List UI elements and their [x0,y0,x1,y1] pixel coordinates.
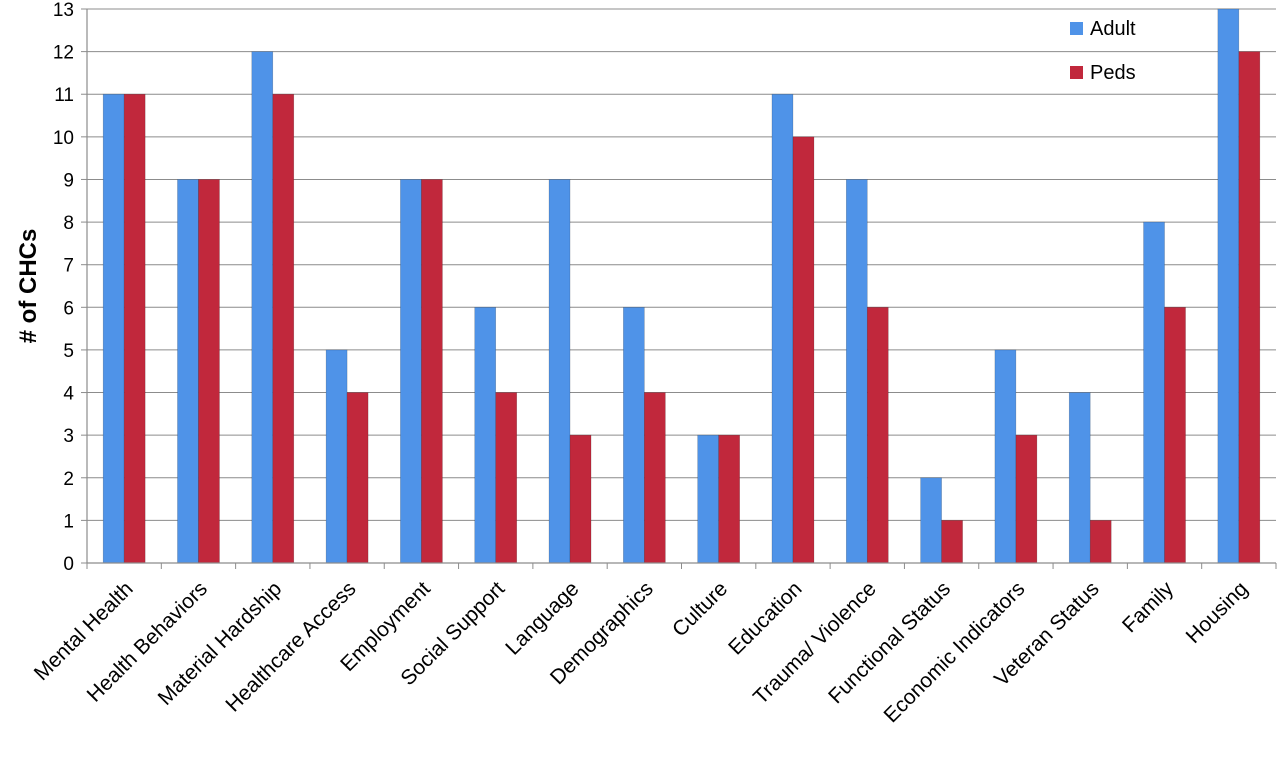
y-tick-label: 1 [63,511,74,532]
bar-peds-housing [1238,51,1261,564]
y-tick-label: 11 [54,85,74,106]
bar-peds-demographics [644,392,666,564]
bar-peds-healthcare-access [346,392,369,564]
bar-adult-housing [1217,8,1240,564]
legend-swatch-peds [1070,66,1083,79]
bar-adult-culture [697,434,719,564]
bar-peds-culture [718,434,740,564]
y-tick-label: 12 [53,43,74,64]
bar-adult-material-hardship [251,51,274,564]
bar-peds-functional-status [941,520,963,564]
bars [102,8,1261,564]
legend-label-peds: Peds [1090,62,1136,84]
bar-adult-veteran-status [1068,392,1091,564]
bar-peds-language [569,434,592,564]
x-tick-label: Material Hardship [154,577,287,710]
bar-peds-social-support [495,392,518,564]
x-tick-label: Culture [668,577,732,641]
y-tick-label: 7 [63,256,74,277]
y-tick-label: 3 [63,426,74,447]
bar-adult-demographics [623,307,645,564]
y-tick-label: 2 [63,469,74,490]
bar-adult-health-behaviors [177,179,199,564]
bar-peds-mental-health [123,93,146,564]
legend: Adult Peds [1070,18,1136,84]
x-tick-label: Economic Indicators [879,577,1029,727]
bar-adult-family [1143,221,1165,564]
legend-label-adult: Adult [1090,18,1136,40]
bar-adult-language [548,179,571,564]
bar-adult-economic-indicators [994,349,1017,564]
y-tick-label: 6 [63,298,74,319]
bar-peds-family [1164,307,1186,564]
bar-adult-mental-health [102,93,125,564]
bar-peds-trauma-violence [866,307,889,564]
y-axis-title: # of CHCs [15,229,42,344]
y-tick-label: 10 [53,128,74,149]
y-tick-label: 9 [63,170,74,191]
bar-adult-trauma-violence [845,179,868,564]
bar-peds-material-hardship [272,93,295,564]
bar-peds-veteran-status [1089,520,1112,564]
x-tick-label: Healthcare Access [221,577,360,716]
x-tick-label: Housing [1182,577,1253,648]
bar-peds-economic-indicators [1015,434,1038,564]
bar-adult-employment [400,179,422,564]
y-tick-label: 5 [63,341,74,362]
bar-adult-functional-status [920,477,942,564]
y-tick-label: 13 [53,0,74,21]
bar-peds-education [792,136,815,564]
bar-peds-employment [421,179,443,564]
legend-swatch-adult [1070,22,1083,35]
y-tick-label: 8 [63,213,74,234]
x-tick-label: Family [1118,577,1178,637]
bar-adult-healthcare-access [325,349,348,564]
y-tick-label: 0 [63,554,74,575]
bar-adult-education [771,93,794,564]
y-tick-label: 4 [63,384,74,405]
axes [86,9,1277,569]
bar-adult-social-support [474,307,497,564]
bar-peds-health-behaviors [198,179,220,564]
x-tick-label: Trauma/ Violence [749,577,881,709]
